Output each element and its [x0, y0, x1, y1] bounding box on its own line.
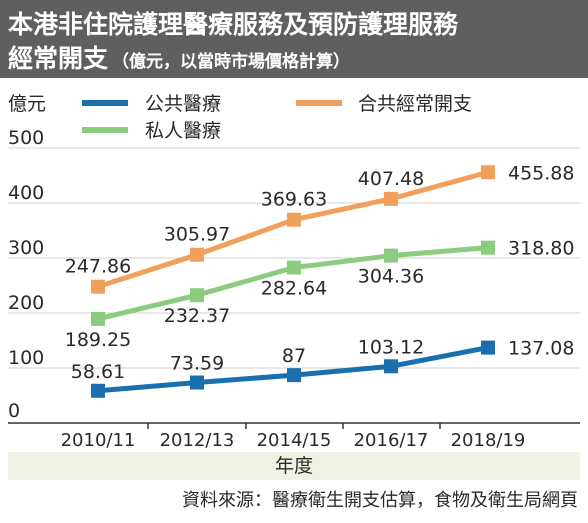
x-tick-label: 2016/17 — [354, 430, 429, 451]
x-tick-label: 2010/11 — [61, 430, 136, 451]
chart-title-line1: 本港非住院護理醫療服務及預防護理服務 — [8, 10, 459, 39]
data-label-public: 87 — [282, 345, 306, 367]
data-label-private: 282.64 — [261, 278, 327, 300]
data-point-total — [287, 212, 301, 227]
data-point-private — [190, 288, 204, 303]
data-label-total: 407.48 — [358, 168, 424, 190]
data-label-total: 305.97 — [164, 224, 230, 246]
legend-label-total: 合共經常開支 — [358, 93, 472, 115]
data-point-private — [481, 240, 495, 255]
data-label-private: 232.37 — [164, 305, 230, 327]
x-tick-label: 2014/15 — [257, 430, 332, 451]
legend: 公共醫療 合共經常開支 私人醫療 — [82, 93, 472, 142]
series-markers — [91, 165, 495, 398]
data-point-public — [287, 368, 301, 383]
data-point-total — [384, 191, 398, 206]
data-point-public — [91, 383, 105, 398]
y-tick-label: 500 — [8, 127, 44, 149]
data-label-total: 369.63 — [261, 189, 327, 211]
data-point-private — [287, 260, 301, 275]
data-point-public — [384, 359, 398, 374]
y-tick-label: 300 — [8, 237, 44, 259]
data-label-private: 304.36 — [358, 266, 424, 288]
legend-label-public: 公共醫療 — [145, 93, 221, 115]
chart-title-note: （億元，以當時市場價格計算） — [112, 51, 350, 72]
legend-label-private: 私人醫療 — [145, 120, 221, 142]
x-axis-ticks: 2010/11 2012/13 2014/15 2016/17 2018/19 — [61, 423, 526, 451]
data-label-private: 318.80 — [508, 238, 574, 260]
data-labels: 58.61 73.59 87 103.12 137.08 247.86 305.97 369.… — [65, 162, 575, 382]
data-label-public: 73.59 — [170, 353, 224, 375]
data-label-public: 58.61 — [71, 361, 125, 383]
data-point-total — [91, 279, 105, 294]
data-label-total: 247.86 — [65, 256, 131, 278]
source-note: 資料來源：醫療衛生開支估算，食物及衛生局網頁 — [182, 490, 578, 511]
y-axis-unit: 億元 — [8, 93, 46, 115]
chart-title-main: 經常開支 — [8, 44, 108, 73]
y-tick-label: 0 — [8, 400, 20, 422]
title-band — [0, 0, 588, 78]
data-point-total — [481, 165, 495, 180]
data-label-public: 137.08 — [508, 338, 574, 360]
y-tick-label: 200 — [8, 292, 44, 314]
data-point-total — [190, 247, 204, 262]
y-axis-ticks: 0 100 200 300 400 500 — [8, 127, 44, 422]
data-label-total: 455.88 — [508, 162, 574, 184]
y-tick-label: 100 — [8, 347, 44, 369]
x-tick-label: 2018/19 — [451, 430, 526, 451]
data-label-private: 189.25 — [65, 329, 131, 351]
data-label-public: 103.12 — [358, 336, 424, 358]
y-tick-label: 400 — [8, 182, 44, 204]
x-tick-label: 2012/13 — [160, 430, 235, 451]
data-point-public — [481, 340, 495, 355]
x-axis-title: 年度 — [275, 455, 313, 477]
data-point-private — [384, 248, 398, 263]
chart-title-line2: 經常開支 （億元，以當時市場價格計算） — [8, 44, 350, 73]
x-axis-title-band — [8, 452, 580, 480]
data-point-public — [190, 375, 204, 390]
data-point-private — [91, 311, 105, 326]
